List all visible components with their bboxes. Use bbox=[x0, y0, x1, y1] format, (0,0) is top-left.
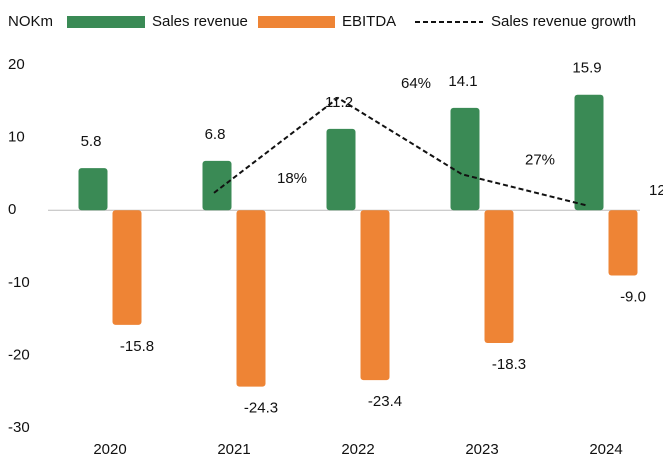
bar bbox=[574, 94, 604, 211]
y-tick-label: 10 bbox=[8, 129, 25, 146]
bar-label: -24.3 bbox=[244, 400, 278, 417]
bar bbox=[484, 210, 514, 344]
bar-label: -9.0 bbox=[620, 289, 646, 306]
y-tick-label: 0 bbox=[8, 201, 16, 218]
bar bbox=[326, 128, 356, 211]
y-tick-label: 20 bbox=[8, 56, 25, 73]
legend-label: EBITDA bbox=[342, 13, 396, 30]
bar-label: 14.1 bbox=[448, 73, 477, 90]
y-tick-label: -30 bbox=[8, 419, 30, 436]
bar bbox=[78, 168, 108, 211]
y-unit-label: NOKm bbox=[8, 13, 53, 30]
legend-label: Sales revenue growth bbox=[491, 13, 636, 30]
growth-line bbox=[213, 96, 587, 207]
legend-swatch bbox=[67, 16, 145, 28]
bar-label: 11.2 bbox=[325, 94, 353, 111]
bar-label: 6.8 bbox=[205, 126, 226, 143]
bar bbox=[236, 210, 266, 387]
line-label: 27% bbox=[525, 151, 555, 168]
line-label: 12% bbox=[649, 182, 663, 199]
bar-label: -18.3 bbox=[492, 356, 526, 373]
bar-label: 15.9 bbox=[572, 60, 601, 77]
bar bbox=[360, 210, 390, 381]
bar-label: -23.4 bbox=[368, 393, 402, 410]
bar bbox=[202, 160, 232, 211]
line-label: 64% bbox=[401, 75, 431, 92]
x-tick-label: 2024 bbox=[589, 441, 622, 458]
bar-label: 5.8 bbox=[81, 133, 102, 150]
legend-swatch bbox=[258, 16, 335, 28]
y-tick-label: -10 bbox=[8, 274, 30, 291]
line-label: 18% bbox=[277, 170, 307, 187]
y-tick-label: -20 bbox=[8, 346, 30, 363]
x-tick-label: 2021 bbox=[217, 441, 250, 458]
x-tick-label: 2023 bbox=[465, 441, 498, 458]
bar bbox=[112, 210, 142, 325]
x-tick-label: 2020 bbox=[93, 441, 126, 458]
x-tick-label: 2022 bbox=[341, 441, 374, 458]
bar bbox=[608, 210, 638, 276]
bar bbox=[450, 107, 480, 211]
legend-label: Sales revenue bbox=[152, 13, 248, 30]
bar-label: -15.8 bbox=[120, 338, 154, 355]
